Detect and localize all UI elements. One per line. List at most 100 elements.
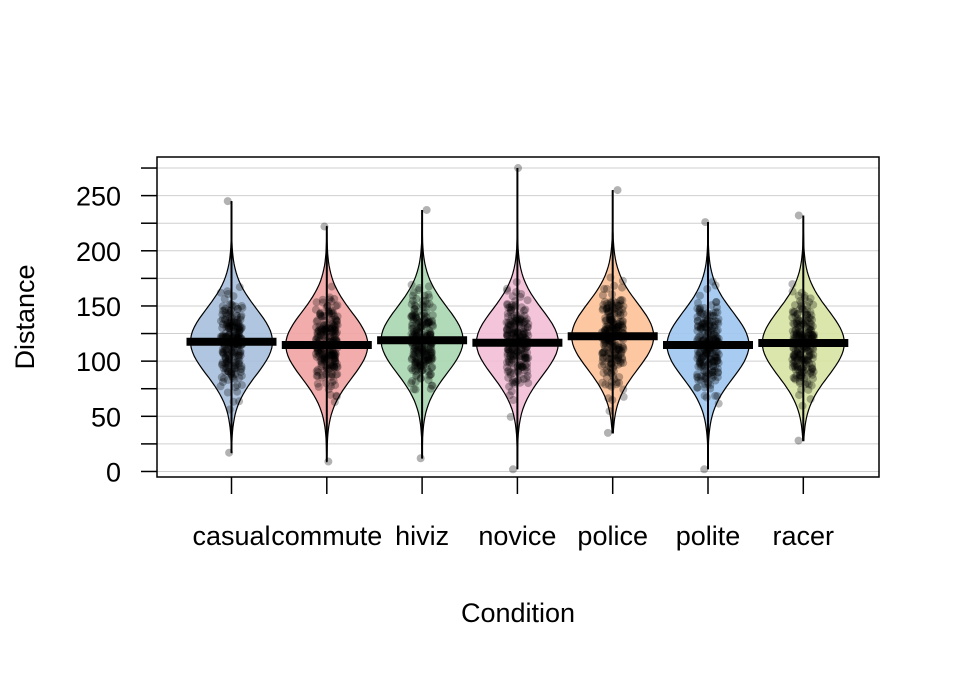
data-point bbox=[702, 323, 710, 331]
data-point bbox=[791, 353, 799, 362]
data-point bbox=[221, 308, 230, 317]
data-point bbox=[413, 370, 422, 379]
data-point bbox=[325, 351, 334, 360]
data-point bbox=[236, 368, 245, 376]
data-point bbox=[520, 311, 529, 320]
data-point bbox=[803, 305, 811, 314]
data-point bbox=[230, 364, 239, 373]
data-point bbox=[221, 359, 230, 368]
data-point bbox=[515, 360, 524, 369]
data-point bbox=[317, 325, 326, 334]
data-point bbox=[798, 345, 807, 354]
data-point bbox=[794, 365, 802, 374]
data-point bbox=[693, 317, 702, 326]
data-point bbox=[421, 346, 429, 355]
data-point bbox=[331, 357, 340, 366]
data-point bbox=[330, 312, 339, 321]
data-point bbox=[416, 323, 425, 332]
data-point bbox=[312, 372, 321, 381]
data-point bbox=[616, 320, 625, 329]
data-point bbox=[714, 399, 723, 408]
data-point bbox=[701, 319, 710, 328]
data-point bbox=[232, 319, 241, 328]
data-point bbox=[503, 331, 512, 340]
data-point bbox=[221, 353, 230, 362]
data-point bbox=[804, 385, 813, 394]
data-point bbox=[713, 333, 722, 342]
data-point bbox=[607, 359, 616, 368]
data-point bbox=[322, 353, 331, 362]
data-point bbox=[606, 312, 615, 321]
data-point bbox=[805, 347, 814, 356]
data-point bbox=[321, 325, 330, 334]
data-point bbox=[700, 465, 709, 474]
data-point bbox=[800, 374, 809, 383]
data-point bbox=[418, 301, 427, 309]
data-point bbox=[414, 349, 423, 358]
data-point bbox=[614, 353, 623, 362]
data-point bbox=[695, 354, 704, 363]
data-point bbox=[803, 301, 812, 310]
data-point bbox=[420, 309, 429, 318]
data-point bbox=[507, 387, 516, 396]
data-point bbox=[599, 304, 608, 313]
data-point bbox=[426, 384, 435, 393]
data-point bbox=[613, 186, 622, 195]
data-point bbox=[324, 365, 333, 374]
data-point bbox=[414, 286, 423, 295]
data-point bbox=[712, 357, 721, 365]
data-point bbox=[714, 368, 723, 377]
data-point bbox=[320, 317, 329, 325]
data-point bbox=[701, 350, 710, 359]
data-point bbox=[407, 312, 416, 321]
data-point bbox=[619, 309, 628, 318]
data-point bbox=[792, 371, 801, 380]
data-point bbox=[706, 322, 715, 331]
data-point bbox=[523, 323, 532, 331]
data-point bbox=[797, 356, 805, 365]
data-point bbox=[318, 354, 327, 363]
data-point bbox=[616, 350, 625, 359]
data-point bbox=[708, 355, 716, 364]
data-point bbox=[801, 380, 810, 389]
data-point bbox=[791, 362, 800, 371]
data-point bbox=[793, 319, 802, 328]
data-point bbox=[412, 325, 421, 334]
data-point bbox=[807, 330, 816, 339]
data-point bbox=[612, 301, 621, 310]
data-point bbox=[230, 348, 239, 357]
data-point bbox=[331, 356, 340, 365]
data-point bbox=[408, 296, 417, 305]
data-point bbox=[513, 362, 522, 371]
data-point bbox=[524, 331, 533, 340]
data-point bbox=[410, 350, 419, 359]
data-point bbox=[517, 361, 525, 370]
data-point bbox=[698, 331, 707, 340]
data-point bbox=[696, 324, 705, 333]
data-point bbox=[509, 465, 518, 474]
data-point bbox=[709, 372, 718, 381]
data-point bbox=[610, 354, 619, 363]
data-point bbox=[313, 316, 322, 325]
data-point bbox=[711, 376, 720, 385]
data-point bbox=[512, 351, 521, 360]
data-point bbox=[327, 329, 336, 338]
data-point bbox=[427, 370, 435, 379]
data-point bbox=[808, 365, 816, 374]
data-point bbox=[515, 331, 524, 339]
data-point bbox=[606, 273, 615, 282]
data-point bbox=[237, 311, 246, 320]
data-point bbox=[520, 329, 529, 338]
data-point bbox=[225, 310, 234, 319]
data-point bbox=[508, 345, 517, 354]
data-point bbox=[416, 351, 424, 359]
data-point bbox=[411, 329, 420, 338]
data-point bbox=[797, 288, 806, 297]
data-point bbox=[522, 363, 531, 372]
data-point bbox=[314, 326, 323, 335]
data-point bbox=[231, 302, 240, 311]
data-point bbox=[700, 328, 709, 337]
data-point bbox=[331, 315, 340, 323]
data-point bbox=[505, 347, 514, 356]
data-point bbox=[422, 313, 431, 322]
